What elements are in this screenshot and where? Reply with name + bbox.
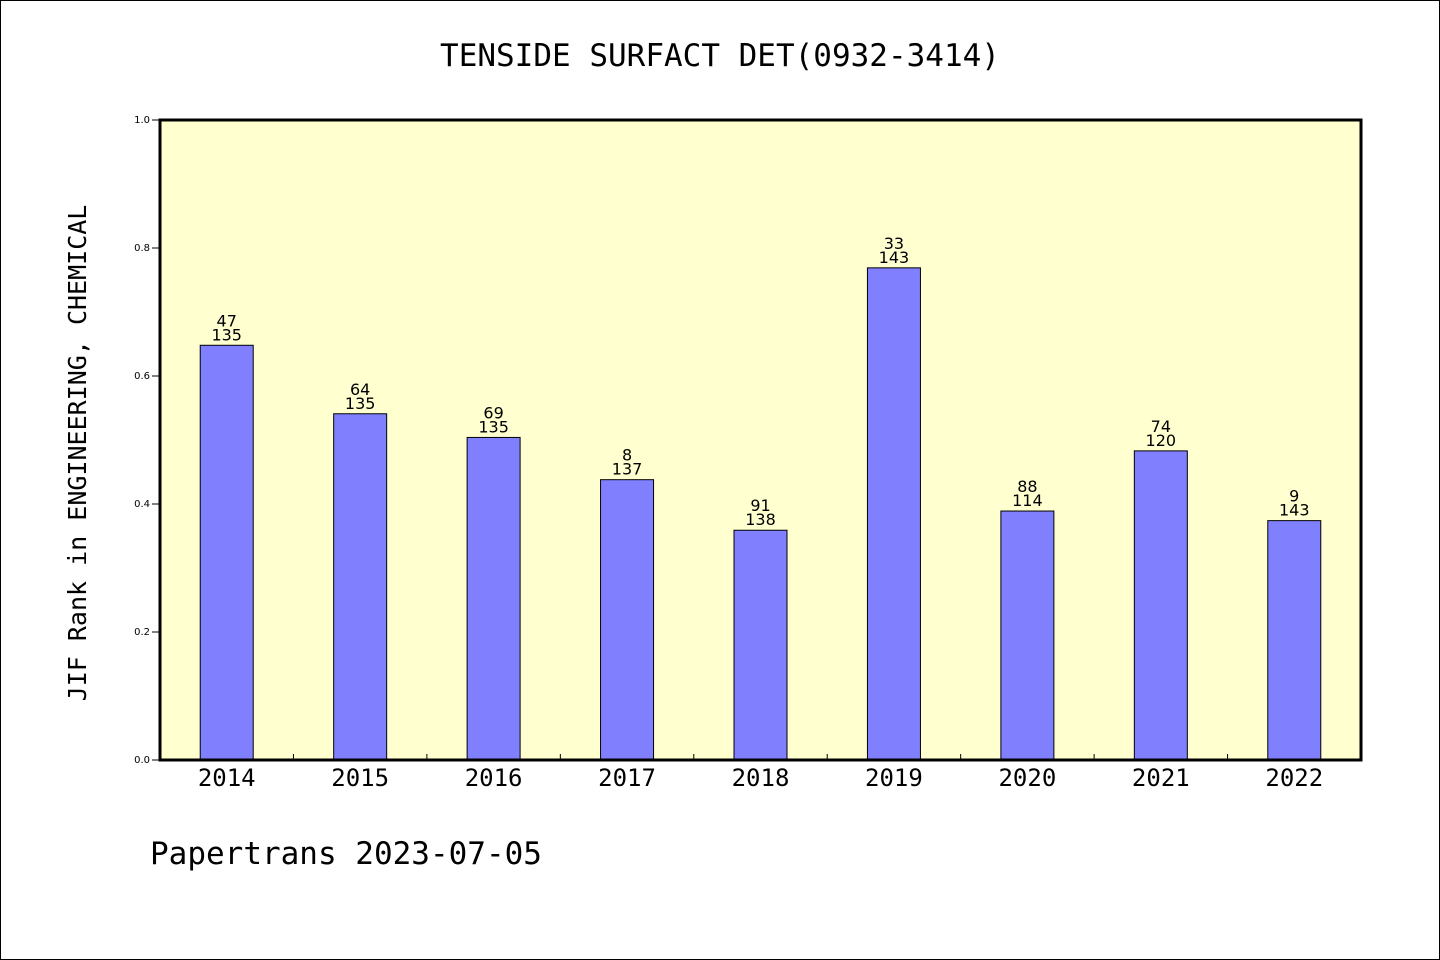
bar-2014 — [199, 344, 254, 761]
bar-2015 — [333, 413, 388, 761]
y-tick-label: 0.4 — [134, 499, 150, 510]
plot-border — [158, 118, 1363, 762]
x-tick-label: 2016 — [465, 764, 523, 792]
bar-total-label: 120 — [1146, 431, 1177, 450]
bar-2018 — [733, 529, 788, 761]
bar-2022 — [1267, 520, 1322, 761]
x-tick-label: 2014 — [198, 764, 256, 792]
bar-2021 — [1133, 450, 1188, 761]
y-tick-label: 0.6 — [134, 371, 150, 382]
x-axis: 2014 2015 2016 2017 2018 2019 2020 2021 2022 — [198, 754, 1323, 792]
y-tick-label: 0.0 — [134, 755, 150, 766]
bar-2019 — [866, 267, 921, 761]
bar-rank-label: 69 — [483, 403, 503, 422]
x-tick-label: 2015 — [331, 764, 389, 792]
x-tick-label: 2017 — [598, 764, 656, 792]
bar-rank-label: 9 — [1289, 487, 1299, 506]
bar-rank-label: 8 — [622, 446, 632, 465]
x-tick-label: 2021 — [1132, 764, 1190, 792]
bar-total-label: 138 — [745, 510, 776, 529]
y-axis: 0.0 0.2 0.4 0.6 0.8 1.0 — [134, 115, 160, 766]
footer-text: Papertrans 2023-07-05 — [150, 836, 542, 872]
y-tick-label: 0.8 — [134, 243, 150, 254]
bar-2016 — [466, 436, 521, 761]
bar-rank-label: 74 — [1151, 417, 1171, 436]
x-tick-label: 2022 — [1265, 764, 1323, 792]
chart-title: TENSIDE SURFACT DET(0932-3414) — [440, 38, 1000, 74]
x-tick-label: 2020 — [998, 764, 1056, 792]
bar-rank-label: 47 — [217, 311, 237, 330]
y-tick-label: 1.0 — [134, 115, 150, 126]
bar-labels: 4713564135691358137911383314388114741209… — [211, 234, 1309, 529]
bar-total-label: 135 — [345, 394, 376, 413]
bar-total-label: 137 — [612, 460, 643, 479]
bar-rank-label: 64 — [350, 380, 370, 399]
bar-total-label: 143 — [1279, 501, 1310, 520]
bar-rank-label: 33 — [884, 234, 904, 253]
bar-total-label: 135 — [478, 417, 509, 436]
bar-rank-label: 91 — [750, 496, 770, 515]
x-tick-label: 2019 — [865, 764, 923, 792]
bar-2020 — [1000, 510, 1055, 761]
bar-2017 — [600, 479, 655, 761]
bars — [199, 267, 1322, 761]
bar-rank-label: 88 — [1017, 477, 1037, 496]
x-tick-label: 2018 — [732, 764, 790, 792]
bar-total-label: 135 — [211, 325, 242, 344]
bar-total-label: 114 — [1012, 491, 1043, 510]
bar-total-label: 143 — [879, 248, 910, 267]
y-tick-label: 0.2 — [134, 627, 150, 638]
y-axis-label: JIF Rank in ENGINEERING, CHEMICAL — [63, 205, 92, 702]
